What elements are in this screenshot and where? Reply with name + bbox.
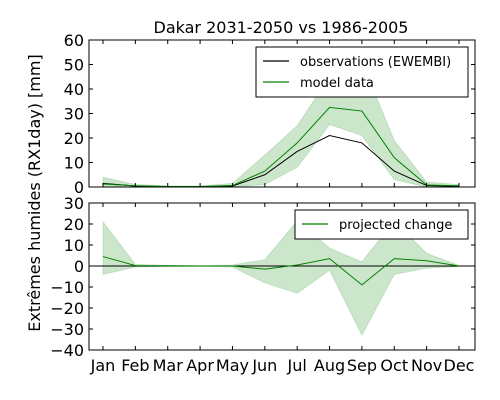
x-tick-label: Sep bbox=[347, 356, 377, 375]
x-tick-labels: Jan Feb Mar Apr May Jun Jul Aug Sep Oct Nov Dec bbox=[90, 356, 475, 375]
legend-label: model data bbox=[300, 76, 374, 91]
x-tick-label: Jan bbox=[90, 356, 116, 375]
legend-label: observations (EWEMBI) bbox=[300, 55, 451, 70]
y-tick-label: 10 bbox=[64, 236, 84, 255]
legend-1: projected change bbox=[294, 209, 469, 240]
y-tick-label: 40 bbox=[64, 80, 84, 99]
x-tick-label: Nov bbox=[411, 356, 442, 375]
x-tick-label: Jun bbox=[251, 356, 277, 375]
y-tick-label: 10 bbox=[64, 154, 84, 173]
y-tick-label: 60 bbox=[64, 31, 84, 50]
bottom-panel: −40 −30 −20 −10 0 10 20 30 projected change bbox=[50, 194, 476, 360]
y-tick-label: 30 bbox=[64, 105, 84, 124]
y-tick-label: 0 bbox=[74, 257, 84, 276]
y-tick-label: 30 bbox=[64, 194, 84, 213]
x-tick-label: Feb bbox=[121, 356, 149, 375]
y-tick-label: 0 bbox=[74, 178, 84, 197]
y-tick-label: 20 bbox=[64, 215, 84, 234]
y-tick-label: −20 bbox=[50, 299, 84, 318]
y-tick-label: −30 bbox=[50, 320, 84, 339]
y-tick-label: −40 bbox=[50, 341, 84, 360]
y-tick-label: 50 bbox=[64, 56, 84, 75]
legend-label: projected change bbox=[339, 218, 452, 233]
x-tick-label: Jul bbox=[287, 356, 307, 375]
chart-title: Dakar 2031-2050 vs 1986-2005 bbox=[154, 18, 409, 37]
x-tick-label: Aug bbox=[314, 356, 345, 375]
y-axis-label: Extrêmes humides (RX1day) [mm] bbox=[25, 54, 44, 331]
y-tick-label: 20 bbox=[64, 129, 84, 148]
series-line-1-0 bbox=[102, 256, 460, 286]
top-panel: 0 10 20 30 40 50 60 observations (EWEMBI) model … bbox=[64, 31, 476, 197]
legend-0: observations (EWEMBI) model data bbox=[255, 46, 469, 98]
legend-box bbox=[255, 46, 469, 98]
plot-frame-1 bbox=[88, 202, 476, 351]
series-line-0-1 bbox=[102, 106, 460, 188]
x-tick-label: Mar bbox=[153, 356, 184, 375]
x-tick-label: Oct bbox=[380, 356, 408, 375]
y-tick-label: −10 bbox=[50, 278, 84, 297]
x-tick-label: Apr bbox=[186, 356, 214, 375]
x-tick-label: Dec bbox=[444, 356, 475, 375]
x-tick-label: May bbox=[216, 356, 249, 375]
